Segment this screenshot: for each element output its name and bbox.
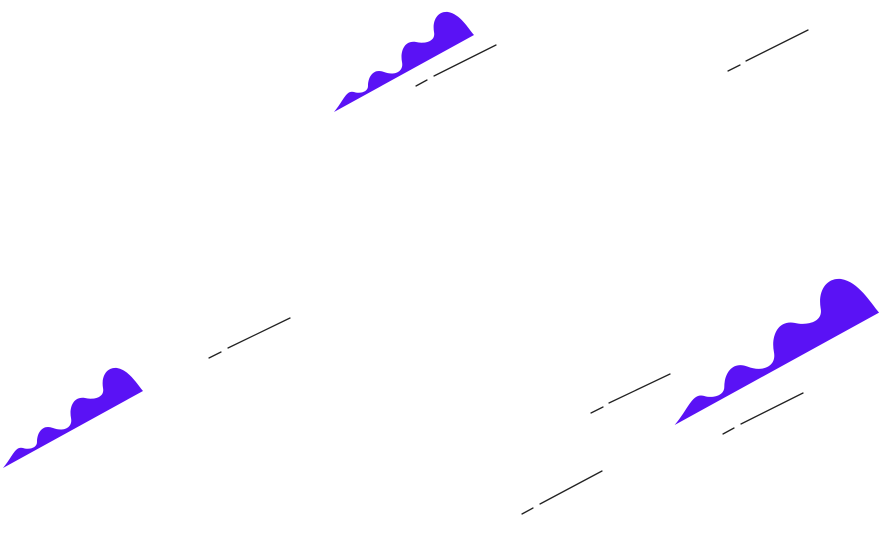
dash-decoration (521, 470, 603, 515)
wave-decoration (334, 11, 474, 112)
dash-decoration (722, 392, 804, 435)
wave-decoration (674, 278, 880, 426)
wave-decoration (3, 367, 143, 468)
dash-decoration (208, 317, 291, 359)
dash-decoration (590, 373, 671, 414)
dash-decoration (727, 29, 809, 72)
dash-decoration (415, 44, 497, 87)
